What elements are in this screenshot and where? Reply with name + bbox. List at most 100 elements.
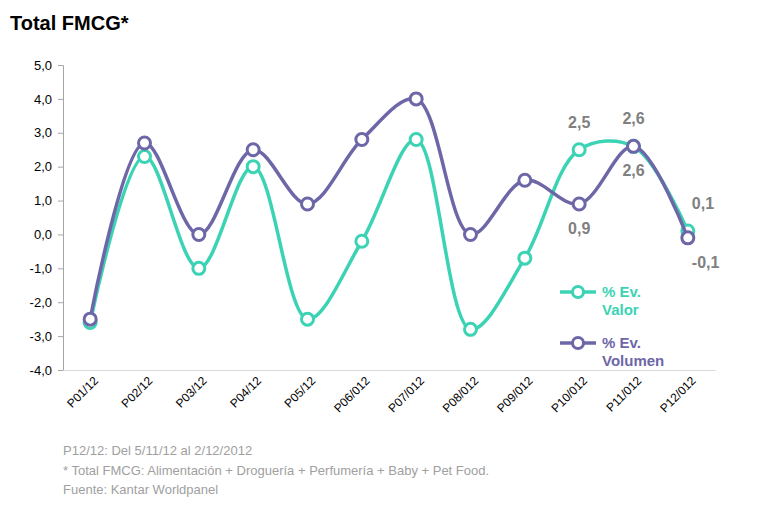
- x-tick: P10/012: [548, 370, 590, 415]
- x-tick-label: P04/12: [227, 374, 264, 411]
- y-tick-label: 4,0: [34, 92, 52, 107]
- x-tick: P11/012: [603, 370, 644, 415]
- data-label: 2,5: [568, 114, 590, 131]
- y-tick-label: 1,0: [34, 193, 52, 208]
- series-marker: [465, 323, 477, 335]
- y-tick-label: 0,0: [34, 227, 52, 242]
- footnote: Fuente: Kantar Worldpanel: [63, 482, 218, 497]
- y-tick: 2,0: [34, 159, 63, 174]
- series-marker: [573, 144, 585, 156]
- series-marker: [302, 313, 314, 325]
- series-marker: [356, 235, 368, 247]
- series-marker: [139, 137, 151, 149]
- legend-item: % Ev.Valor: [560, 283, 641, 318]
- y-axis-line: [58, 66, 64, 371]
- footnote: P12/12: Del 5/11/12 al 2/12/2012: [63, 443, 252, 458]
- x-tick: P02/12: [119, 370, 156, 411]
- y-tick-label: -2,0: [30, 295, 52, 310]
- data-label: 0,9: [568, 220, 590, 237]
- x-axis-line: [64, 370, 716, 371]
- series-marker: [356, 134, 368, 146]
- title: Total FMCG*: [10, 12, 129, 34]
- series-marker: [519, 174, 531, 186]
- x-tick: P07/012: [385, 370, 427, 415]
- y-tick-mark: [58, 99, 63, 100]
- y-tick-mark: [58, 302, 63, 303]
- x-axis: P01/12 P02/12 P03/12 P04/12 P05/12 P06/012 P07…: [64, 370, 716, 415]
- y-tick-label: -3,0: [30, 329, 52, 344]
- y-tick: -3,0: [30, 329, 63, 344]
- y-tick: -2,0: [30, 295, 63, 310]
- y-tick: -1,0: [30, 261, 63, 276]
- x-tick: P09/012: [494, 370, 536, 415]
- series-marker: [247, 161, 259, 173]
- y-tick: 4,0: [34, 92, 63, 107]
- x-tick: P05/12: [282, 370, 319, 411]
- y-tick-mark: [58, 336, 63, 337]
- x-tick-label: P02/12: [119, 374, 156, 411]
- legend-label: % Ev.Volumen: [602, 334, 664, 369]
- x-tick: P08/012: [440, 370, 482, 415]
- series-marker: [302, 198, 314, 210]
- footnotes: P12/12: Del 5/11/12 al 2/12/2012 * Total …: [63, 443, 489, 497]
- y-tick-mark: [58, 201, 63, 202]
- x-tick: P06/012: [331, 370, 373, 415]
- plot-area: [84, 93, 694, 335]
- x-tick-label: P12/012: [657, 374, 699, 416]
- x-tick-label: P07/012: [385, 374, 427, 416]
- series-marker: [410, 134, 422, 146]
- series-line: [90, 140, 688, 330]
- legend-marker: [573, 338, 584, 349]
- y-tick-mark: [58, 167, 63, 168]
- series-line: [90, 98, 688, 319]
- x-tick-label: P10/012: [548, 374, 590, 416]
- series-marker: [247, 144, 259, 156]
- x-tick-label: P09/012: [494, 374, 536, 416]
- footnote: * Total FMCG: Alimentación + Droguería +…: [63, 463, 489, 478]
- x-tick: P04/12: [227, 370, 264, 411]
- series-marker: [193, 262, 205, 274]
- legend-label: % Ev.Valor: [602, 283, 641, 318]
- x-tick-label: P03/12: [173, 374, 210, 411]
- y-tick-label: -4,0: [30, 363, 52, 378]
- x-tick: P01/12: [64, 370, 101, 411]
- x-tick-label: P08/012: [440, 374, 482, 416]
- x-tick: P12/012: [657, 370, 699, 415]
- legend-marker: [573, 287, 584, 298]
- x-tick-label: P11/012: [603, 374, 644, 415]
- y-tick: 1,0: [34, 193, 63, 208]
- series-marker: [519, 252, 531, 264]
- chart: Total FMCG* -4,0 -3,0 -2,0 -1,0 0,0 1,0 2,0 3,0 4…: [0, 0, 758, 525]
- data-label: -0,1: [692, 254, 720, 271]
- data-label: 2,6: [622, 162, 644, 179]
- x-tick-label: P01/12: [64, 374, 101, 411]
- y-tick-mark: [58, 370, 63, 371]
- legend-item: % Ev.Volumen: [560, 334, 664, 369]
- x-tick: P03/12: [173, 370, 210, 411]
- series-marker: [682, 232, 694, 244]
- series-marker: [84, 313, 96, 325]
- y-axis: -4,0 -3,0 -2,0 -1,0 0,0 1,0 2,0 3,0 4,0 5,0: [30, 58, 64, 378]
- series-marker: [573, 198, 585, 210]
- series-marker: [139, 151, 151, 163]
- series-marker: [628, 140, 640, 152]
- y-tick: 5,0: [34, 58, 63, 73]
- y-tick-mark: [58, 133, 63, 134]
- series-marker: [410, 93, 422, 105]
- series-marker: [465, 228, 477, 240]
- y-tick-mark: [58, 268, 63, 269]
- data-label: 2,6: [622, 110, 644, 127]
- y-tick-label: 3,0: [34, 125, 52, 140]
- x-tick-label: P06/012: [331, 374, 373, 416]
- y-tick: 3,0: [34, 125, 63, 140]
- x-tick-label: P05/12: [282, 374, 319, 411]
- y-tick-mark: [58, 65, 63, 66]
- y-tick-label: -1,0: [30, 261, 52, 276]
- y-tick-mark: [58, 234, 63, 235]
- series-marker: [628, 140, 640, 152]
- series-marker: [193, 228, 205, 240]
- data-labels: 2,5 2,6 0,1 0,9 2,6 -0,1: [568, 110, 719, 271]
- y-tick: -4,0: [30, 363, 63, 378]
- y-tick: 0,0: [34, 227, 63, 242]
- data-label: 0,1: [692, 195, 714, 212]
